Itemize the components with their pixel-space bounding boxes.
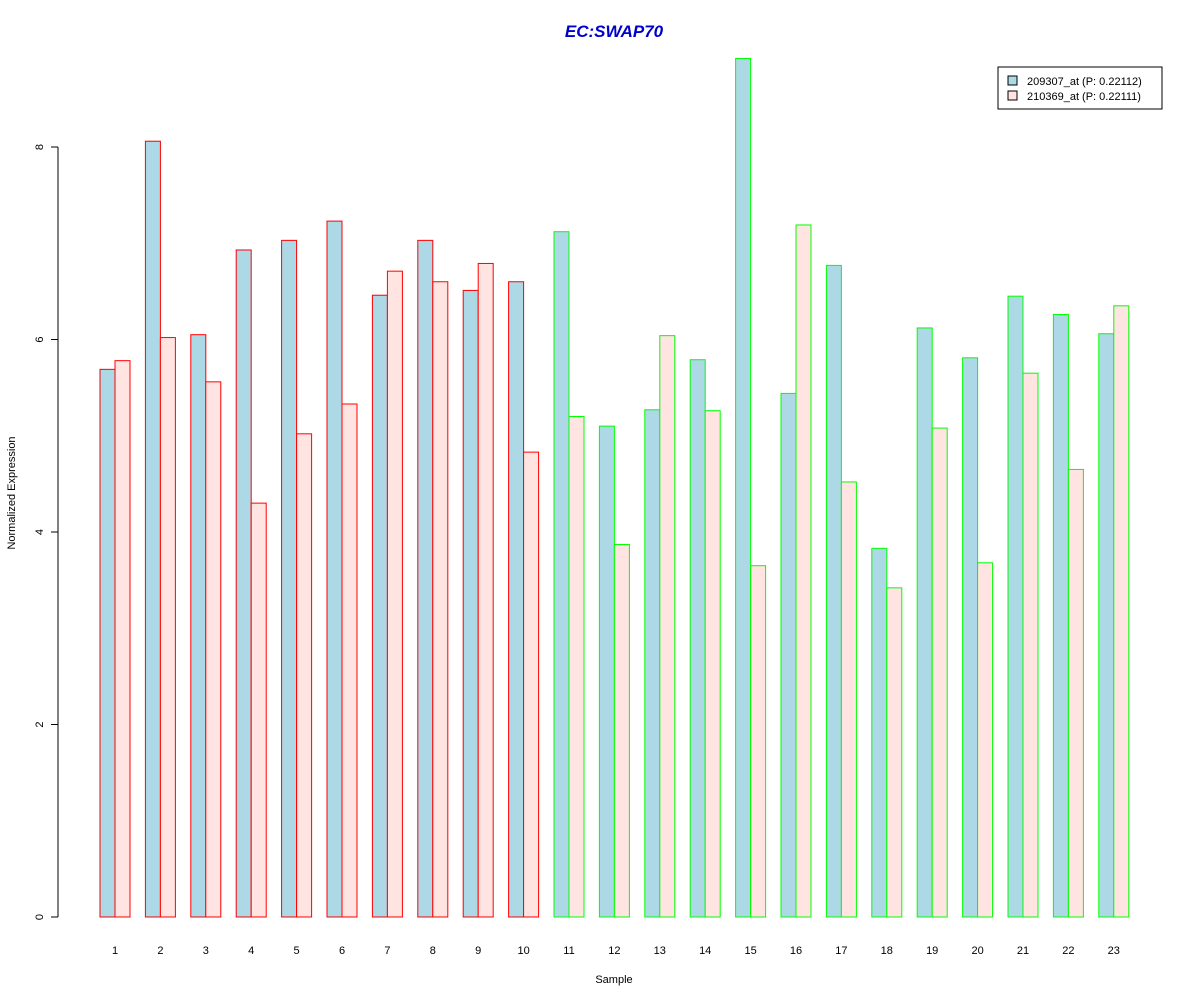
- x-tick-label: 14: [699, 945, 711, 957]
- x-tick-label: 23: [1108, 945, 1120, 957]
- x-axis-labels: 1 2 3 4 5 6 7 8 9 10 11 12 13 14 15 16 17 18 19 20 21 22 23: [112, 945, 1120, 957]
- legend-label-1: 209307_at (P: 0.22112): [1027, 76, 1142, 88]
- y-axis-label: Normalized Expression: [6, 436, 18, 549]
- x-tick-label: 16: [790, 945, 802, 957]
- bar-sample-8-series-2: [432, 281, 449, 918]
- bar-sample-20-series-2: [977, 562, 994, 918]
- bar-sample-23-series-2: [1113, 305, 1130, 918]
- bar-sample-6-series-1: [326, 220, 343, 918]
- x-tick-label: 2: [157, 945, 163, 957]
- bar-sample-9-series-1: [462, 289, 479, 918]
- x-axis-label: Sample: [595, 974, 632, 986]
- legend-label-2: 210369_at (P: 0.22111): [1027, 91, 1141, 103]
- bar-sample-3-series-1: [190, 334, 207, 918]
- bar-sample-1-series-1: [99, 368, 116, 918]
- y-tick-label: 8: [34, 144, 46, 150]
- bar-sample-15-series-2: [750, 565, 767, 918]
- x-tick-label: 1: [112, 945, 118, 957]
- bar-sample-5-series-2: [296, 433, 313, 918]
- x-tick-label: 17: [835, 945, 847, 957]
- x-tick-label: 12: [608, 945, 620, 957]
- bar-sample-17-series-2: [840, 481, 857, 918]
- bar-sample-3-series-2: [205, 381, 222, 918]
- y-tick-label: 0: [34, 914, 46, 920]
- bar-sample-6-series-2: [341, 403, 358, 918]
- bar-sample-21-series-2: [1022, 372, 1039, 918]
- bar-sample-10-series-1: [508, 281, 525, 918]
- x-tick-label: 21: [1017, 945, 1029, 957]
- x-tick-label: 19: [926, 945, 938, 957]
- bar-sample-12-series-2: [613, 544, 630, 918]
- x-tick-label: 10: [517, 945, 529, 957]
- y-tick-label: 4: [34, 529, 46, 535]
- bar-sample-13-series-2: [659, 335, 676, 918]
- bar-sample-2-series-1: [144, 140, 161, 918]
- bar-sample-1-series-2: [114, 360, 131, 918]
- x-tick-label: 15: [744, 945, 756, 957]
- bar-sample-12-series-1: [598, 425, 615, 918]
- bar-sample-16-series-1: [780, 392, 797, 918]
- bar-sample-22-series-1: [1052, 313, 1069, 918]
- y-tick-label: 6: [34, 336, 46, 342]
- x-tick-label: 9: [475, 945, 481, 957]
- bar-sample-15-series-1: [735, 57, 752, 918]
- legend-swatch-1: [1007, 75, 1018, 86]
- bar-sample-23-series-1: [1098, 333, 1115, 918]
- bar-sample-19-series-2: [931, 427, 948, 918]
- bar-sample-14-series-2: [704, 410, 721, 918]
- legend-box: [997, 66, 1163, 110]
- y-axis: 0 2 4 6 8: [34, 144, 59, 920]
- bar-sample-22-series-2: [1067, 468, 1084, 918]
- bar-sample-7-series-2: [386, 270, 403, 918]
- bar-sample-8-series-1: [417, 239, 434, 918]
- bar-sample-19-series-1: [916, 327, 933, 918]
- x-tick-label: 3: [203, 945, 209, 957]
- bar-sample-7-series-1: [371, 294, 388, 918]
- x-tick-label: 8: [430, 945, 436, 957]
- bar-sample-10-series-2: [523, 451, 540, 918]
- x-tick-label: 5: [294, 945, 300, 957]
- bar-sample-13-series-1: [644, 409, 661, 918]
- legend: 209307_at (P: 0.22112) 210369_at (P: 0.2…: [997, 66, 1163, 110]
- bar-sample-5-series-1: [281, 239, 298, 918]
- x-tick-label: 11: [563, 945, 574, 957]
- x-tick-label: 18: [881, 945, 893, 957]
- legend-swatch-2: [1007, 90, 1018, 101]
- chart-title: EC:SWAP70: [565, 22, 664, 41]
- bar-sample-20-series-1: [962, 357, 979, 918]
- bar-sample-2-series-2: [159, 337, 176, 918]
- bar-sample-14-series-1: [689, 359, 706, 918]
- x-tick-label: 4: [248, 945, 254, 957]
- x-tick-label: 20: [971, 945, 983, 957]
- bar-sample-18-series-1: [871, 547, 888, 918]
- y-tick-label: 2: [34, 721, 46, 727]
- x-tick-label: 6: [339, 945, 345, 957]
- bar-sample-17-series-1: [825, 264, 842, 918]
- x-tick-label: 7: [384, 945, 390, 957]
- bar-sample-18-series-2: [886, 587, 903, 918]
- x-tick-label: 22: [1062, 945, 1074, 957]
- bar-sample-4-series-2: [250, 502, 267, 918]
- bars-group: [99, 57, 1130, 918]
- bar-sample-4-series-1: [235, 249, 252, 918]
- bar-sample-11-series-1: [553, 231, 570, 918]
- bar-sample-9-series-2: [477, 262, 494, 918]
- x-tick-label: 13: [654, 945, 666, 957]
- bar-sample-21-series-1: [1007, 295, 1024, 918]
- bar-sample-11-series-2: [568, 416, 585, 918]
- bar-sample-16-series-2: [795, 224, 812, 918]
